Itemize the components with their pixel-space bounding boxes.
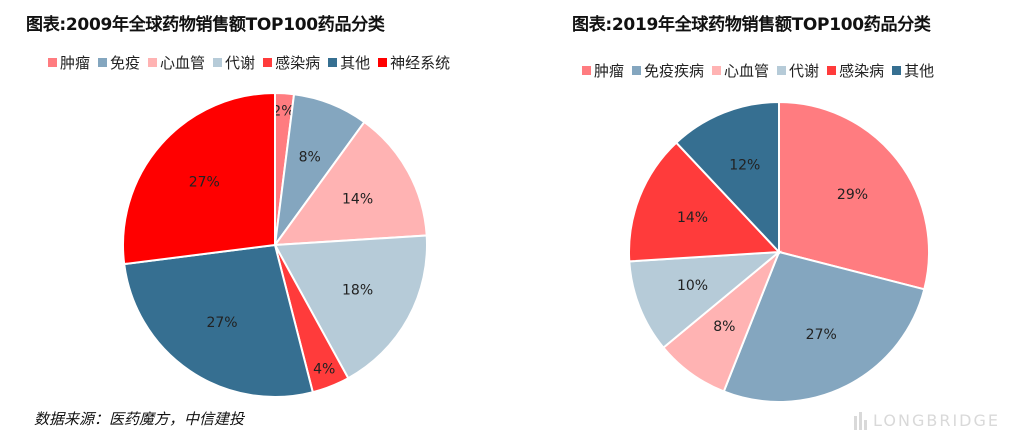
- legend-swatch: [827, 66, 837, 75]
- legend-item: 代谢: [777, 60, 819, 81]
- data-label: 27%: [206, 315, 237, 331]
- data-label: 14%: [677, 210, 708, 226]
- chart-2019: 图表:2019年全球药物销售额TOP100药品分类 肿瘤 免疫疾病 心血管 代谢 感染病…: [512, 0, 1024, 408]
- legend-swatch: [148, 58, 158, 67]
- data-label: 14%: [342, 192, 373, 208]
- data-label: 8%: [713, 319, 735, 335]
- legend-swatch: [378, 58, 388, 67]
- legend-item: 心血管: [148, 52, 205, 73]
- legend-swatch: [48, 58, 57, 67]
- legend-swatch: [582, 66, 591, 75]
- legend-label: 代谢: [789, 62, 820, 80]
- watermark-logo-icon: [854, 412, 868, 430]
- data-label: 29%: [837, 187, 868, 203]
- data-label: 27%: [189, 175, 220, 191]
- source-note: 数据来源：医药魔方，中信建投: [34, 410, 245, 428]
- legend-swatch: [98, 58, 108, 67]
- legend-item: 其他: [892, 60, 934, 81]
- watermark-text: LONGBRIDGE: [873, 411, 1000, 430]
- legend-item: 免疫: [98, 52, 140, 73]
- legend-label: 其他: [904, 62, 935, 80]
- legend-label: 代谢: [225, 54, 256, 72]
- chart-title: 图表:2009年全球药物销售额TOP100药品分类: [26, 15, 385, 35]
- legend: 肿瘤 免疫 心血管 代谢 感染病 其他 神经系统: [48, 52, 450, 73]
- legend-item: 神经系统: [378, 52, 450, 73]
- data-label: 8%: [299, 149, 321, 165]
- data-label: 18%: [342, 282, 373, 298]
- legend-item: 其他: [328, 52, 370, 73]
- legend-swatch: [263, 58, 273, 67]
- legend-label: 心血管: [160, 54, 206, 72]
- chart-2009: 图表:2009年全球药物销售额TOP100药品分类 肿瘤 免疫 心血管 代谢 感染病 其他…: [0, 0, 512, 408]
- data-label: 4%: [313, 361, 335, 377]
- pie-chart: 29% 27% 8% 10% 14% 12%: [628, 100, 930, 403]
- legend-swatch: [892, 66, 902, 75]
- legend-item: 代谢: [213, 52, 255, 73]
- pie-chart: 2% 8% 14% 18% 4% 27% 27%: [122, 91, 428, 398]
- legend-item: 肿瘤: [582, 60, 624, 81]
- chart-title: 图表:2019年全球药物销售额TOP100药品分类: [572, 15, 931, 35]
- pie-slice: [123, 243, 315, 398]
- legend-label: 肿瘤: [60, 54, 91, 72]
- legend-item: 肿瘤: [48, 52, 90, 73]
- legend-label: 免疫: [110, 54, 141, 72]
- legend-item: 心血管: [712, 60, 769, 81]
- pie-slice: [674, 100, 780, 255]
- legend-swatch: [777, 66, 787, 75]
- watermark: LONGBRIDGE: [854, 411, 1000, 430]
- legend-label: 免疫疾病: [644, 62, 705, 80]
- legend-swatch: [213, 58, 223, 67]
- legend-label: 心血管: [724, 62, 770, 80]
- legend-label: 肿瘤: [594, 62, 625, 80]
- data-label: 2%: [272, 104, 294, 120]
- legend: 肿瘤 免疫疾病 心血管 代谢 感染病 其他: [582, 60, 934, 81]
- legend-swatch: [712, 66, 722, 75]
- data-label: 10%: [677, 278, 708, 294]
- legend-swatch: [632, 66, 642, 75]
- pie-slice: [628, 141, 782, 263]
- legend-label: 其他: [340, 54, 371, 72]
- data-label: 27%: [806, 327, 837, 343]
- legend-item: 免疫疾病: [632, 60, 704, 81]
- legend-label: 感染病: [275, 54, 321, 72]
- legend-label: 神经系统: [390, 54, 451, 72]
- pie-slice: [273, 234, 428, 380]
- legend-item: 感染病: [827, 60, 884, 81]
- legend-swatch: [328, 58, 338, 67]
- legend-label: 感染病: [839, 62, 885, 80]
- pie-slice: [272, 120, 428, 247]
- pie-slice: [628, 250, 783, 350]
- data-label: 12%: [729, 158, 760, 174]
- legend-item: 感染病: [263, 52, 320, 73]
- pie-slice: [722, 250, 926, 403]
- pie-slice: [122, 91, 276, 266]
- pie-slice: [778, 100, 930, 291]
